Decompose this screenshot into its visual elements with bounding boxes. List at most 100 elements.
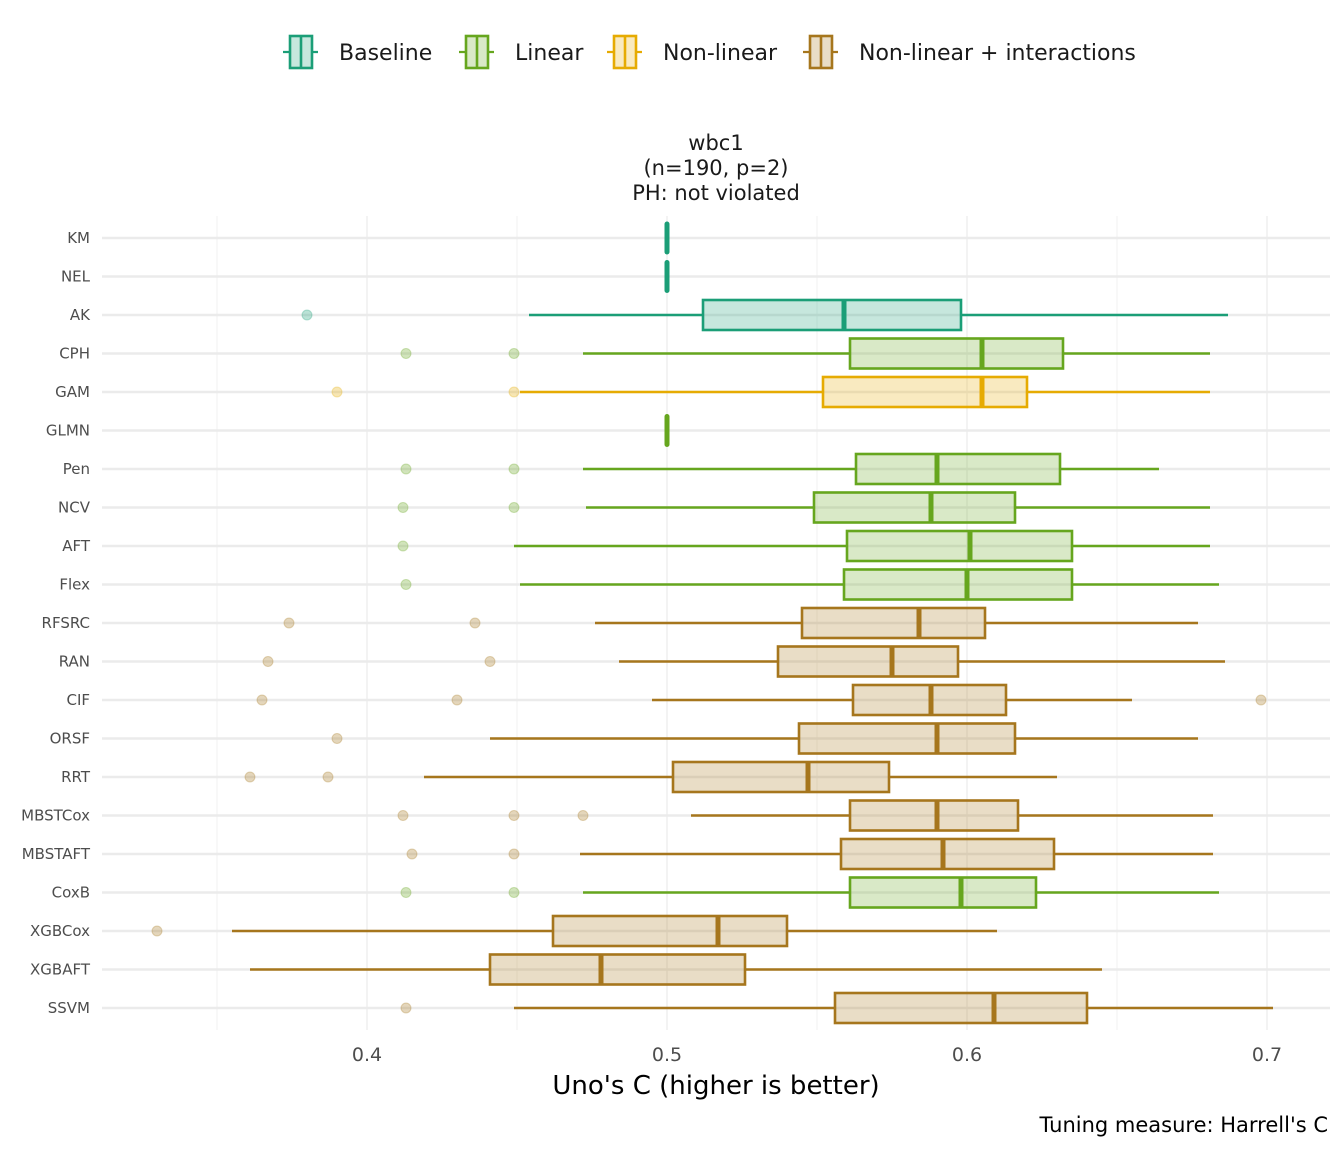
iqr-box <box>671 760 891 794</box>
chart-title: wbc1 (n=190, p=2) PH: not violated <box>632 131 800 205</box>
legend-item-non-linear: Non-linear <box>607 34 778 70</box>
legend-label: Baseline <box>339 41 432 66</box>
outlier-point <box>577 810 589 821</box>
box-row-cif: CIF <box>66 683 1267 717</box>
box-row-pen: Pen <box>63 452 1159 486</box>
legend: Baseline Linear Non-linear Non-linear + int… <box>283 34 1136 70</box>
outlier-point <box>331 386 343 398</box>
outlier-point <box>244 771 256 783</box>
outlier-point <box>322 771 334 783</box>
y-tick-label: CIF <box>66 691 90 709</box>
y-tick-label: NCV <box>58 499 91 517</box>
outlier-point <box>283 617 295 629</box>
iqr-box <box>551 914 789 948</box>
outlier-point <box>301 309 313 321</box>
box-row-ak: AK <box>70 298 1228 332</box>
outlier-point <box>262 656 274 667</box>
box-row-cph: CPH <box>59 337 1210 370</box>
box-row-mbstaft: MBSTAFT <box>22 837 1213 871</box>
box-row-coxb: CoxB <box>52 876 1219 909</box>
iqr-box <box>839 837 1056 871</box>
box-row-flex: Flex <box>59 568 1219 601</box>
box-row-ran: RAN <box>59 645 1225 678</box>
outlier-point <box>508 463 520 475</box>
outlier-point <box>508 810 520 821</box>
box-row-ssvm: SSVM <box>48 991 1273 1025</box>
y-tick-label: XGBAFT <box>30 961 91 979</box>
y-tick-label: NEL <box>61 268 91 286</box>
x-tick-label: 0.4 <box>352 1044 382 1066</box>
iqr-box <box>797 722 1017 755</box>
legend-item-baseline: Baseline <box>283 34 432 70</box>
x-tick-label: 0.5 <box>652 1044 682 1066</box>
outlier-point <box>508 386 520 398</box>
box-row-ncv: NCV <box>58 491 1210 524</box>
iqr-box <box>854 452 1062 486</box>
box-row-rrt: RRT <box>61 760 1057 794</box>
box-row-gam: GAM <box>55 375 1210 409</box>
outlier-point <box>397 540 409 552</box>
iqr-box <box>848 876 1038 909</box>
x-axis: 0.4 0.5 0.6 0.7 <box>352 1044 1282 1066</box>
x-tick-label: 0.7 <box>1252 1044 1282 1066</box>
title-line-ph: PH: not violated <box>632 181 800 205</box>
y-tick-label: CoxB <box>52 884 90 902</box>
box-row-glmn: GLMN <box>46 414 670 447</box>
y-tick-label: AFT <box>62 537 91 555</box>
outlier-point <box>406 848 418 860</box>
iqr-box <box>848 799 1020 832</box>
box-row-aft: AFT <box>62 529 1210 563</box>
y-tick-label: SSVM <box>48 999 90 1017</box>
box-row-orsf: ORSF <box>50 722 1198 755</box>
iqr-box <box>842 568 1074 601</box>
outlier-point <box>397 502 409 513</box>
iqr-box <box>800 606 987 640</box>
outlier-point <box>1255 694 1267 706</box>
y-tick-label: Pen <box>63 460 90 478</box>
legend-label: Non-linear <box>663 41 778 66</box>
box-row-km: KM <box>67 221 670 255</box>
y-tick-label: GLMN <box>46 422 90 440</box>
outlier-point <box>508 887 520 898</box>
iqr-box <box>845 529 1074 563</box>
y-tick-label: RAN <box>59 653 90 671</box>
y-tick-label: RFSRC <box>42 614 90 632</box>
box-row-mbstcox: MBSTCox <box>21 799 1213 832</box>
y-tick-label: ORSF <box>50 730 90 748</box>
outlier-point <box>400 887 412 898</box>
outlier-point <box>469 617 481 629</box>
title-line-dataset: wbc1 <box>688 131 743 155</box>
outlier-point <box>151 925 163 937</box>
iqr-box <box>776 645 960 678</box>
box-row-rfsrc: RFSRC <box>42 606 1198 640</box>
y-tick-label: MBSTCox <box>21 807 90 825</box>
outlier-point <box>397 810 409 821</box>
legend-item-non-linear-interactions: Non-linear + interactions <box>803 34 1136 70</box>
box-row-xgbaft: XGBAFT <box>30 953 1102 986</box>
legend-item-linear: Linear <box>459 34 584 70</box>
outlier-point <box>400 579 412 590</box>
title-line-dims: (n=190, p=2) <box>643 156 788 180</box>
y-tick-label: CPH <box>59 345 90 363</box>
iqr-box <box>812 491 1017 524</box>
box-row-nel: NEL <box>61 260 670 293</box>
iqr-box <box>821 375 1029 409</box>
outlier-point <box>400 1002 412 1014</box>
y-tick-label: AK <box>70 306 91 324</box>
iqr-box <box>701 298 963 332</box>
box-row-xgbcox: XGBCox <box>30 914 997 948</box>
outlier-point <box>400 348 412 359</box>
caption: Tuning measure: Harrell's C <box>1039 1113 1328 1137</box>
outlier-point <box>451 694 463 706</box>
y-tick-label: KM <box>67 229 90 247</box>
y-tick-label: XGBCox <box>30 922 90 940</box>
y-tick-label: GAM <box>55 383 90 401</box>
outlier-point <box>508 848 520 860</box>
iqr-box <box>833 991 1089 1025</box>
y-tick-label: RRT <box>61 768 91 786</box>
outlier-point <box>256 694 268 706</box>
legend-label: Linear <box>515 41 584 66</box>
outlier-point <box>508 502 520 513</box>
rows: KM NEL AK CPH GAM GLMN Pen NCV AFT Flex RFSRC RAN CI… <box>21 221 1273 1025</box>
outlier-point <box>331 733 343 744</box>
